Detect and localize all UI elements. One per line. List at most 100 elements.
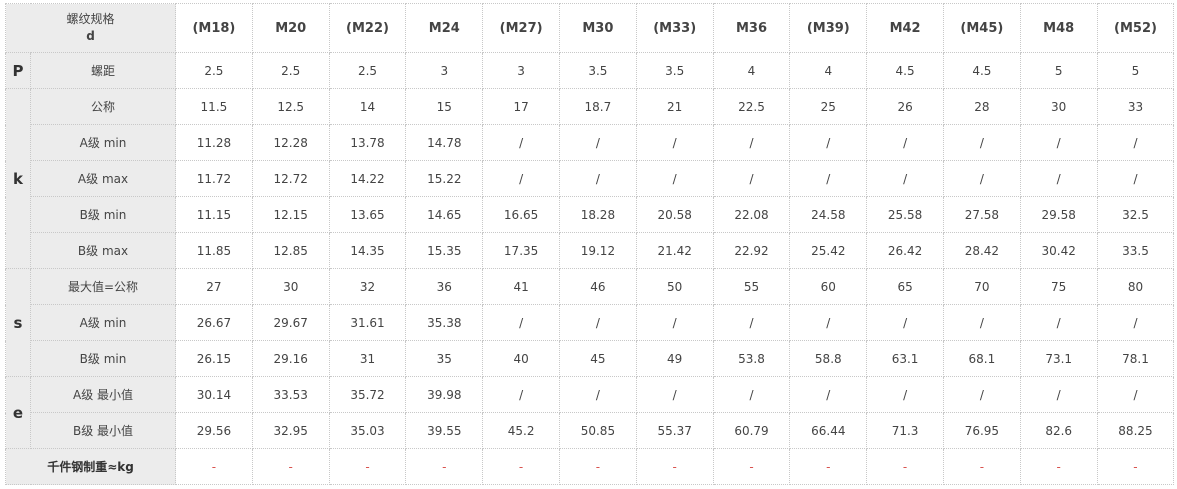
value-cell: 25: [789, 88, 868, 125]
value-cell: 13.65: [328, 196, 407, 233]
value-cell: 30: [1019, 88, 1098, 125]
value-cell: /: [482, 124, 560, 161]
row-label: B级 min: [29, 196, 177, 233]
value-cell: 22.5: [712, 88, 791, 125]
value-cell: 14.22: [328, 160, 407, 197]
value-cell: 5: [1019, 52, 1098, 89]
value-cell: /: [942, 304, 1021, 341]
value-cell: /: [559, 124, 637, 161]
value-cell: /: [635, 124, 714, 161]
value-cell: 11.28: [175, 124, 253, 161]
value-cell: 12.72: [251, 160, 330, 197]
table-row: B级 max 11.85 12.85 14.35 15.35 17.35 19.12 21.4…: [6, 232, 1175, 269]
group-label-e: e: [5, 376, 31, 449]
size-header: (M27): [482, 3, 560, 53]
value-cell: /: [789, 124, 868, 161]
value-cell: 39.55: [405, 412, 484, 449]
value-cell: 12.15: [251, 196, 330, 233]
value-cell: 25.42: [789, 232, 868, 269]
value-cell: 14.78: [405, 124, 484, 161]
value-cell: 66.44: [789, 412, 868, 449]
value-cell: 31: [328, 340, 407, 377]
weight-row: 千件钢制重≈kg - - - - - - - - - - - - -: [4, 448, 1175, 485]
size-header: M24: [405, 3, 484, 53]
row-label: A级 min: [29, 124, 177, 161]
value-cell: 82.6: [1019, 412, 1098, 449]
value-cell: 33.53: [251, 376, 330, 413]
value-cell: 2.5: [328, 52, 407, 89]
value-cell: 4: [712, 52, 791, 89]
size-header: (M39): [789, 3, 868, 53]
row-label: A级 最小值: [29, 376, 177, 413]
value-cell: /: [482, 376, 560, 413]
value-cell: 26.42: [866, 232, 944, 269]
weight-value-cell: -: [712, 448, 791, 485]
table-row: e A级 最小值 30.14 33.53 35.72 39.98// / / / / / / /: [5, 376, 1175, 449]
value-cell: /: [866, 376, 944, 413]
table-row: A级 min 11.28 12.28 13.78 14.78// / / / / / / /: [6, 124, 1175, 161]
value-cell: 45: [559, 340, 637, 377]
value-cell: 14: [328, 88, 407, 125]
value-cell: 35.03: [328, 412, 407, 449]
value-cell: 14.35: [328, 232, 407, 269]
weight-label: 千件钢制重≈kg: [4, 448, 177, 485]
value-cell: 15.22: [405, 160, 484, 197]
value-cell: /: [789, 304, 868, 341]
value-cell: 40: [482, 340, 560, 377]
size-header: (M18): [175, 3, 253, 53]
size-header: M36: [712, 3, 791, 53]
value-cell: 75: [1019, 268, 1098, 305]
value-cell: 29.67: [251, 304, 330, 341]
table-row: A级 max 11.72 12.72 14.22 15.22// / / / / / / /: [6, 160, 1175, 197]
row-label: B级 最小值: [29, 412, 177, 449]
value-cell: /: [942, 124, 1021, 161]
value-cell: 17.35: [482, 232, 560, 269]
value-cell: /: [1096, 124, 1175, 161]
value-cell: 2.5: [251, 52, 330, 89]
value-cell: 29.16: [251, 340, 330, 377]
value-cell: 29.58: [1019, 196, 1098, 233]
value-cell: 49: [635, 340, 714, 377]
value-cell: 26: [866, 88, 944, 125]
value-cell: 4.5: [866, 52, 944, 89]
weight-value-cell: -: [1019, 448, 1098, 485]
row-label: 螺距: [29, 52, 177, 89]
value-cell: 68.1: [942, 340, 1021, 377]
value-cell: 63.1: [866, 340, 944, 377]
value-cell: 30.14: [175, 376, 253, 413]
value-cell: 73.1: [1019, 340, 1098, 377]
value-cell: 3.5: [559, 52, 637, 89]
value-cell: 33: [1096, 88, 1175, 125]
value-cell: 11.15: [175, 196, 253, 233]
weight-value-cell: -: [405, 448, 484, 485]
size-header: M20: [251, 3, 330, 53]
table-row: B级 min 26.15 29.16 31 35 40 45 49 53.8 58.8 63.1 68…: [6, 340, 1175, 377]
value-cell: 32: [328, 268, 407, 305]
value-cell: 50.85: [559, 412, 637, 449]
size-header: (M52): [1096, 3, 1175, 53]
value-cell: 11.72: [175, 160, 253, 197]
row-label: A级 min: [29, 304, 177, 341]
value-cell: /: [712, 376, 791, 413]
value-cell: 36: [405, 268, 484, 305]
row-label: A级 max: [29, 160, 177, 197]
value-cell: 3.5: [635, 52, 714, 89]
weight-value-cell: -: [789, 448, 868, 485]
thread-spec-header: 螺纹规格 d: [4, 3, 177, 53]
value-cell: 15: [405, 88, 484, 125]
row-label: B级 min: [29, 340, 177, 377]
size-header: M30: [559, 3, 637, 53]
size-header: M48: [1019, 3, 1098, 53]
spec-table-container: 螺纹规格 d (M18) M20 (M22) M24 (M27) M30 (M33) M36(…: [4, 3, 1175, 485]
bolt-spec-table: 螺纹规格 d (M18) M20 (M22) M24 (M27) M30 (M33) M36(…: [4, 3, 1175, 485]
value-cell: 76.95: [942, 412, 1021, 449]
value-cell: 18.28: [559, 196, 637, 233]
value-cell: 15.35: [405, 232, 484, 269]
value-cell: 2.5: [175, 52, 253, 89]
value-cell: 58.8: [789, 340, 868, 377]
value-cell: 35.38: [405, 304, 484, 341]
value-cell: 18.7: [559, 88, 637, 125]
value-cell: /: [712, 304, 791, 341]
size-header: M42: [866, 3, 944, 53]
value-cell: 60: [789, 268, 868, 305]
